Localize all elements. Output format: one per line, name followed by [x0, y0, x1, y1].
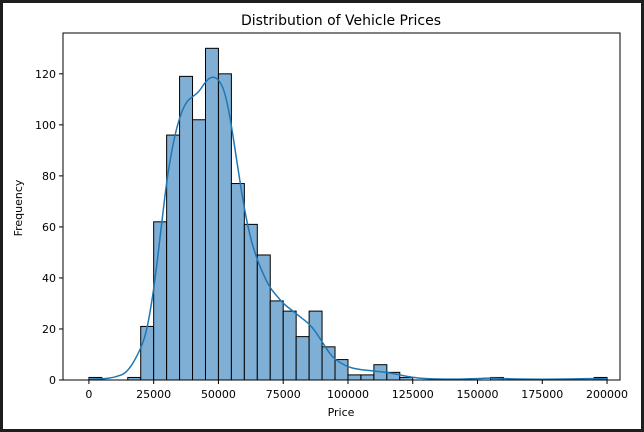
- histogram-bar: [308, 310, 323, 381]
- x-tick-label: 25000: [136, 388, 171, 401]
- histogram-bar: [217, 73, 232, 381]
- y-tick-label: 0: [49, 374, 56, 387]
- histogram-bar: [282, 310, 297, 381]
- histogram-bar: [230, 183, 245, 381]
- y-tick-label: 40: [42, 272, 56, 285]
- histogram-bar: [179, 75, 194, 381]
- x-tick-label: 150000: [457, 388, 499, 401]
- kde-curve: [88, 76, 608, 380]
- histogram-bar: [140, 325, 155, 381]
- histogram-bars: [88, 47, 608, 381]
- y-tick-label: 20: [42, 323, 56, 336]
- x-tick-label: 100000: [327, 388, 369, 401]
- histogram-bar: [204, 47, 219, 381]
- y-tick-label: 80: [42, 170, 56, 183]
- plot-area: [62, 32, 621, 381]
- x-tick-label: 75000: [266, 388, 301, 401]
- histogram-bar: [269, 300, 284, 381]
- x-tick-label: 125000: [392, 388, 434, 401]
- x-tick-label: 50000: [201, 388, 236, 401]
- y-tick-label: 60: [42, 221, 56, 234]
- histogram-bar: [295, 336, 310, 381]
- y-tick-label: 100: [35, 119, 56, 132]
- histogram-bar: [360, 374, 375, 381]
- chart-title: Distribution of Vehicle Prices: [241, 13, 441, 29]
- x-tick-label: 0: [85, 388, 92, 401]
- x-tick-label: 175000: [521, 388, 563, 401]
- histogram-bar: [243, 223, 258, 381]
- x-tick-label: 200000: [586, 388, 628, 401]
- y-tick-label: 120: [35, 68, 56, 81]
- y-axis-label: Frequency: [12, 179, 25, 236]
- x-axis: 0 25000 50000 75000 100000 125000 150000 175000…: [85, 380, 628, 401]
- histogram-bar: [153, 221, 168, 381]
- histogram-bar: [192, 119, 206, 381]
- histogram-bar: [347, 374, 362, 381]
- x-axis-label: Price: [328, 406, 355, 419]
- y-axis: 0 20 40 60 80 100 120: [35, 68, 63, 387]
